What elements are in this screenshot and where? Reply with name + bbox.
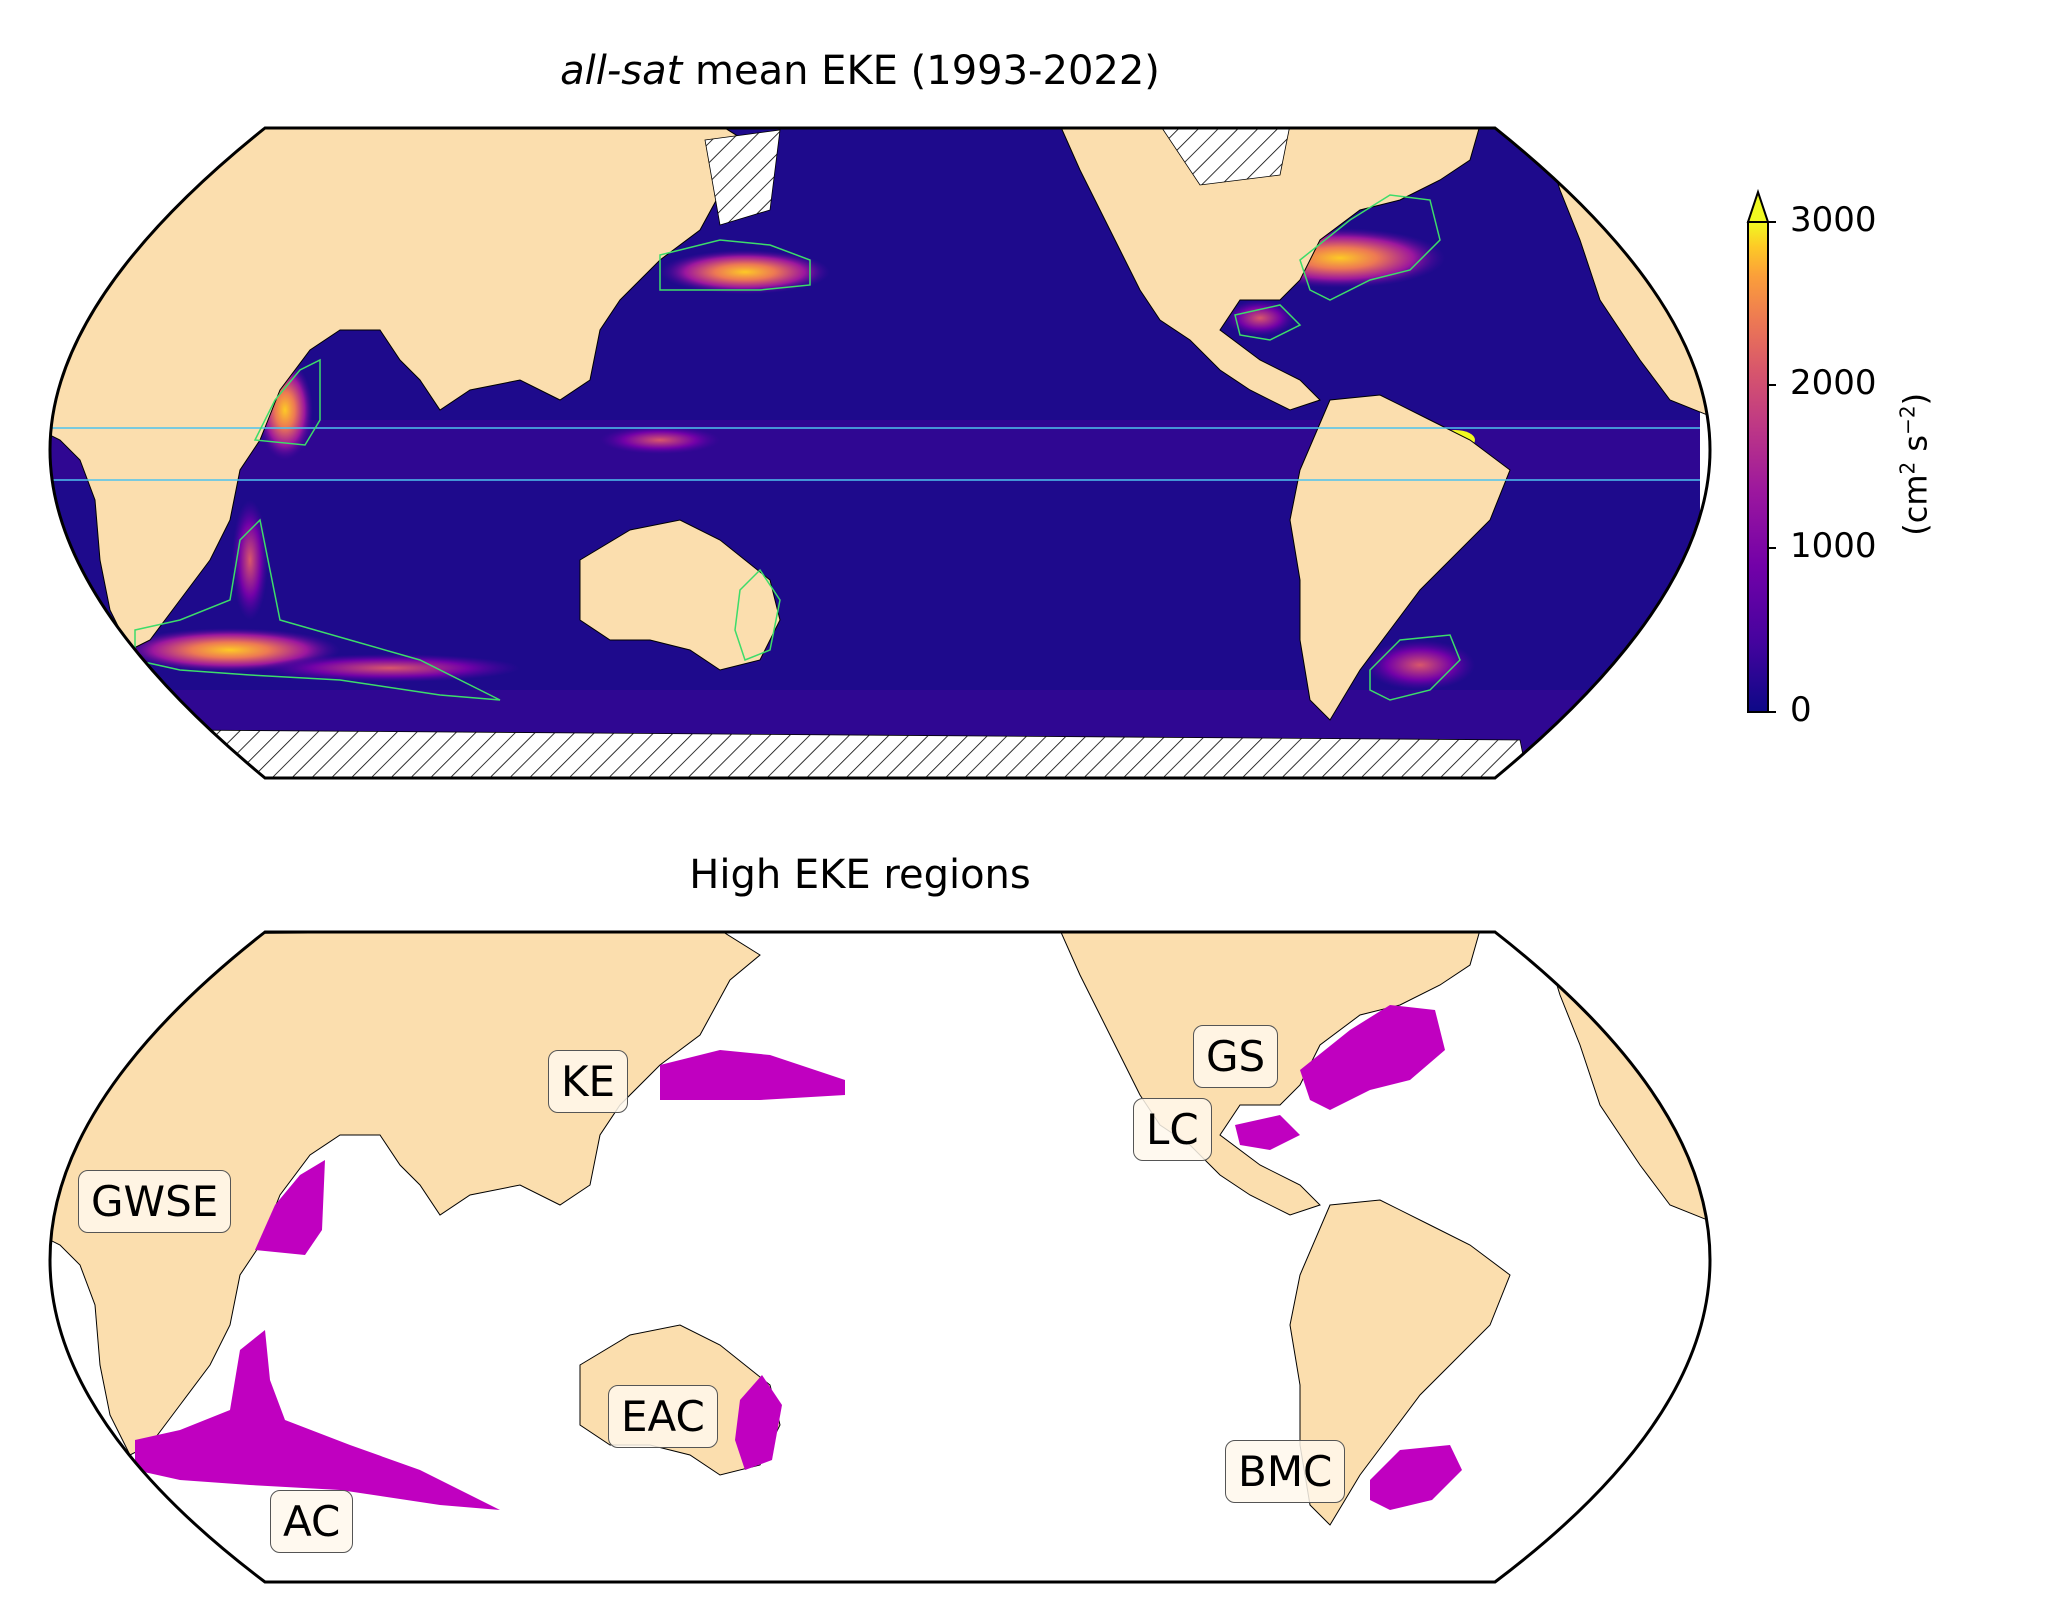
lc-region bbox=[1235, 1115, 1300, 1150]
bmc-region bbox=[1370, 1445, 1462, 1510]
eac-contour bbox=[734, 568, 781, 661]
ac-tail bbox=[260, 654, 520, 682]
colorbar-extend-arrow bbox=[1746, 188, 1770, 223]
region-label-gs: GS bbox=[1193, 1025, 1279, 1088]
south-america bbox=[1289, 394, 1511, 721]
indo-hotspot bbox=[600, 426, 720, 454]
region-label-gwse: GWSE bbox=[78, 1170, 232, 1233]
ac-contour bbox=[134, 518, 501, 701]
high-eke-regions bbox=[135, 1005, 1462, 1510]
top-title-rest: mean EKE (1993-2022) bbox=[682, 48, 1160, 94]
unit-base: (cm bbox=[1896, 474, 1935, 536]
antarctic-hatch bbox=[179, 729, 1531, 778]
ke-region bbox=[660, 1050, 845, 1100]
high-eke-contours bbox=[134, 194, 1461, 701]
ke-hotspot bbox=[660, 250, 830, 294]
region-label-ke: KE bbox=[548, 1050, 629, 1113]
mozambique-hotspot bbox=[232, 500, 268, 620]
lc-contour bbox=[1234, 304, 1302, 341]
eurasia-africa bbox=[50, 128, 761, 651]
gs-region bbox=[1300, 1005, 1445, 1110]
bmc-contour bbox=[1369, 634, 1461, 701]
colorbar-unit-label: (cm2 s−2) bbox=[1896, 384, 1935, 544]
ac-region bbox=[135, 1330, 500, 1510]
australia bbox=[579, 519, 781, 671]
cbar-label-0: 0 bbox=[1790, 690, 1812, 730]
gwse-region bbox=[255, 1160, 325, 1255]
cbar-label-3000: 3000 bbox=[1790, 200, 1877, 240]
bottom-map-frame bbox=[48, 930, 1712, 1584]
bottom-map-body bbox=[50, 932, 1710, 1582]
colorbar-gradient bbox=[1747, 221, 1769, 713]
top-map-frame bbox=[48, 126, 1712, 780]
colorbar-ticks bbox=[1768, 221, 1776, 713]
bmc-hotspot bbox=[1365, 640, 1475, 690]
lc-hotspot bbox=[1225, 300, 1295, 336]
top-title-italic: all-sat bbox=[560, 48, 683, 94]
colorbar bbox=[1746, 188, 1776, 713]
bering-hatch bbox=[704, 129, 781, 226]
arctic-hatch bbox=[1159, 128, 1291, 186]
cbar-label-2000: 2000 bbox=[1790, 363, 1877, 403]
unit-sup1: 2 bbox=[1895, 461, 1920, 475]
top-panel-title: all-sat mean EKE (1993-2022) bbox=[490, 48, 1230, 94]
top-map-body bbox=[50, 128, 1710, 778]
ke-contour bbox=[659, 239, 811, 291]
unit-sup2: −2 bbox=[1895, 405, 1920, 435]
gwse-contour bbox=[253, 358, 321, 446]
region-label-eac: EAC bbox=[608, 1385, 718, 1448]
eac-region bbox=[735, 1375, 782, 1470]
region-label-bmc: BMC bbox=[1225, 1440, 1346, 1503]
south-america-b bbox=[1289, 1199, 1511, 1526]
cbar-label-1000: 1000 bbox=[1790, 526, 1877, 566]
gs-contour bbox=[1299, 194, 1441, 301]
region-label-lc: LC bbox=[1133, 1098, 1212, 1161]
unit-mid: s bbox=[1896, 434, 1935, 462]
region-label-ac: AC bbox=[270, 1490, 354, 1553]
bottom-panel-title: High EKE regions bbox=[689, 852, 1031, 898]
unit-end: ) bbox=[1896, 392, 1935, 406]
